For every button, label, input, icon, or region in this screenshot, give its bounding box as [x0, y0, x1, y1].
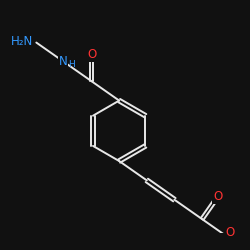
Text: H₂N: H₂N: [11, 35, 34, 48]
Text: H: H: [68, 60, 75, 69]
Text: N: N: [58, 56, 67, 68]
Text: O: O: [225, 226, 234, 239]
Text: O: O: [87, 48, 96, 61]
Text: O: O: [213, 190, 222, 203]
